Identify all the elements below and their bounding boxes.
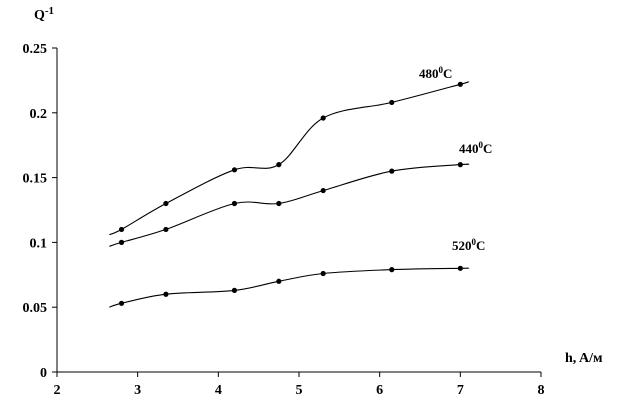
x-tick-label: 2 xyxy=(54,383,61,398)
data-point xyxy=(118,300,125,306)
series-label-degree: 0 xyxy=(439,65,444,75)
tick-group: 2 3 4 5 6 7 8 0 0.05 0.1 0.15 0.2 0.25 xyxy=(23,42,545,398)
data-point xyxy=(163,291,169,297)
x-tick-label: 5 xyxy=(296,383,303,398)
x-tick-label: 8 xyxy=(538,383,545,398)
data-point xyxy=(320,270,326,277)
data-point xyxy=(457,81,463,87)
data-point xyxy=(276,162,282,168)
y-tick-label: 0.2 xyxy=(30,107,48,122)
data-point xyxy=(163,200,169,207)
series-label: 4400C xyxy=(459,140,492,156)
y-tick-label: 0.25 xyxy=(23,42,48,57)
series-480: 4800C xyxy=(109,65,470,236)
data-point xyxy=(320,115,326,121)
data-point xyxy=(320,187,326,194)
data-point xyxy=(163,226,169,233)
y-axis-title: Q-1 xyxy=(34,5,54,23)
x-tick-label: 4 xyxy=(215,383,222,398)
data-point xyxy=(389,99,395,106)
data-point xyxy=(231,200,238,207)
data-point xyxy=(389,168,395,174)
series-label-unit: C xyxy=(483,141,492,156)
data-point xyxy=(389,267,395,273)
axes xyxy=(56,48,541,373)
data-point xyxy=(118,239,125,245)
y-tick-label: 0.1 xyxy=(30,236,48,251)
series-label-value: 440 xyxy=(459,141,479,156)
series-label-unit: C xyxy=(476,238,485,253)
x-tick-label: 7 xyxy=(457,383,464,398)
data-point xyxy=(457,162,463,168)
x-tick-label: 3 xyxy=(134,383,141,398)
y-tick-label: 0.05 xyxy=(23,301,48,316)
data-point xyxy=(118,226,125,233)
series-label-value: 480 xyxy=(419,66,439,81)
x-axis-title: h, A/м xyxy=(565,351,603,366)
y-axis-title-main: Q xyxy=(34,8,45,23)
data-point xyxy=(276,278,282,284)
series-440: 4400C xyxy=(109,140,492,247)
series-label-value: 520 xyxy=(452,238,472,253)
series-label: 4800C xyxy=(419,65,452,81)
y-tick-label: 0 xyxy=(40,366,47,381)
y-axis-title-exponent: -1 xyxy=(45,5,54,17)
series-label-degree: 0 xyxy=(472,237,477,247)
data-point xyxy=(457,265,463,271)
data-point xyxy=(231,287,238,293)
data-point xyxy=(276,200,282,207)
y-tick-label: 0.15 xyxy=(23,172,48,187)
series-label-degree: 0 xyxy=(479,140,484,150)
x-tick-label: 6 xyxy=(376,383,383,398)
series-line xyxy=(109,267,470,308)
series-520: 5200C xyxy=(109,237,485,308)
series-line xyxy=(109,81,470,236)
data-point xyxy=(231,167,238,173)
series-label: 5200C xyxy=(452,237,485,253)
series-label-unit: C xyxy=(443,66,452,81)
